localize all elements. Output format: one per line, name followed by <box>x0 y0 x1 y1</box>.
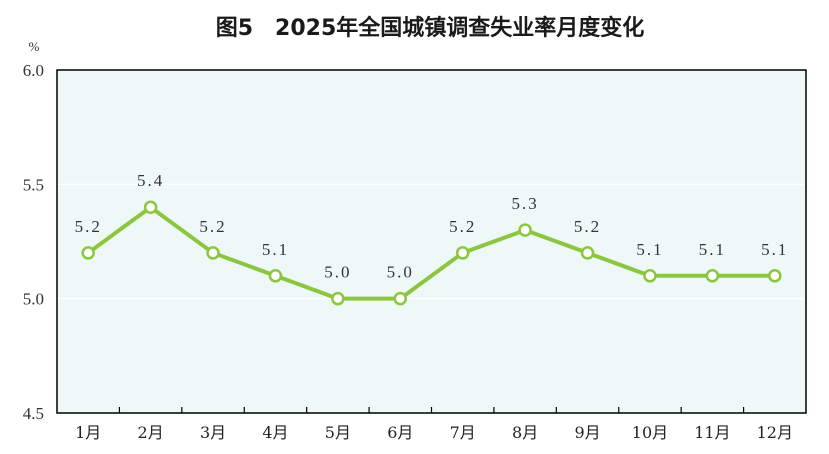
data-point <box>643 269 657 283</box>
data-point <box>705 269 720 283</box>
data-point <box>268 269 283 283</box>
data-label: 5.2 <box>449 217 476 236</box>
y-axis-unit: % <box>29 39 40 54</box>
x-tick-label: 8月 <box>512 423 538 442</box>
x-tick-label: 6月 <box>387 423 413 442</box>
y-tick-label: 4.5 <box>23 404 44 423</box>
plot-area <box>56 69 807 414</box>
x-tick-label: 11月 <box>694 423 730 442</box>
data-point <box>518 223 532 237</box>
x-tick-label: 1月 <box>75 423 101 442</box>
y-tick-label: 5.0 <box>23 290 44 309</box>
data-label: 5.0 <box>387 263 414 282</box>
y-tick-label: 6.0 <box>23 61 44 80</box>
chart-title: 图5 2025年全国城镇调查失业率月度变化 <box>216 15 645 41</box>
data-point <box>768 269 782 283</box>
data-point <box>81 246 95 260</box>
data-labels: 5.2 5.4 5.2 5.1 5.0 5.0 5.2 5.3 5.2 5.1 5.1 5.1 <box>75 171 788 282</box>
x-tick-label: 5月 <box>325 423 351 442</box>
data-label: 5.1 <box>699 240 726 259</box>
data-label: 5.2 <box>75 217 102 236</box>
data-label: 5.1 <box>761 240 788 259</box>
x-tick-label: 3月 <box>200 423 226 442</box>
data-point <box>206 246 220 260</box>
data-label: 5.1 <box>262 240 289 259</box>
data-point <box>393 291 408 306</box>
x-tick-label: 2月 <box>138 423 164 442</box>
x-tick-label: 9月 <box>574 423 600 442</box>
data-label: 5.1 <box>636 240 663 259</box>
y-axis-ticks: 4.5 5.0 5.5 6.0 <box>23 61 44 423</box>
data-label: 5.4 <box>137 171 164 190</box>
x-tick-label: 4月 <box>262 423 288 442</box>
x-tick-label: 12月 <box>757 423 793 442</box>
data-label: 5.2 <box>574 217 601 236</box>
data-label: 5.0 <box>324 263 351 282</box>
x-tick-label: 7月 <box>450 423 476 442</box>
x-tick-label: 10月 <box>632 423 668 442</box>
data-point <box>455 246 470 260</box>
data-label: 5.2 <box>199 217 226 236</box>
data-points <box>81 200 782 306</box>
data-point <box>143 200 158 214</box>
x-axis-ticks: 1月 2月 3月 4月 5月 6月 7月 8月 9月 10月 11月 12月 <box>75 407 793 442</box>
series-line <box>87 205 775 301</box>
data-point <box>580 246 595 260</box>
data-label: 5.3 <box>512 194 539 213</box>
gridlines <box>58 183 805 300</box>
y-tick-label: 5.5 <box>23 175 44 194</box>
data-point <box>331 291 345 306</box>
